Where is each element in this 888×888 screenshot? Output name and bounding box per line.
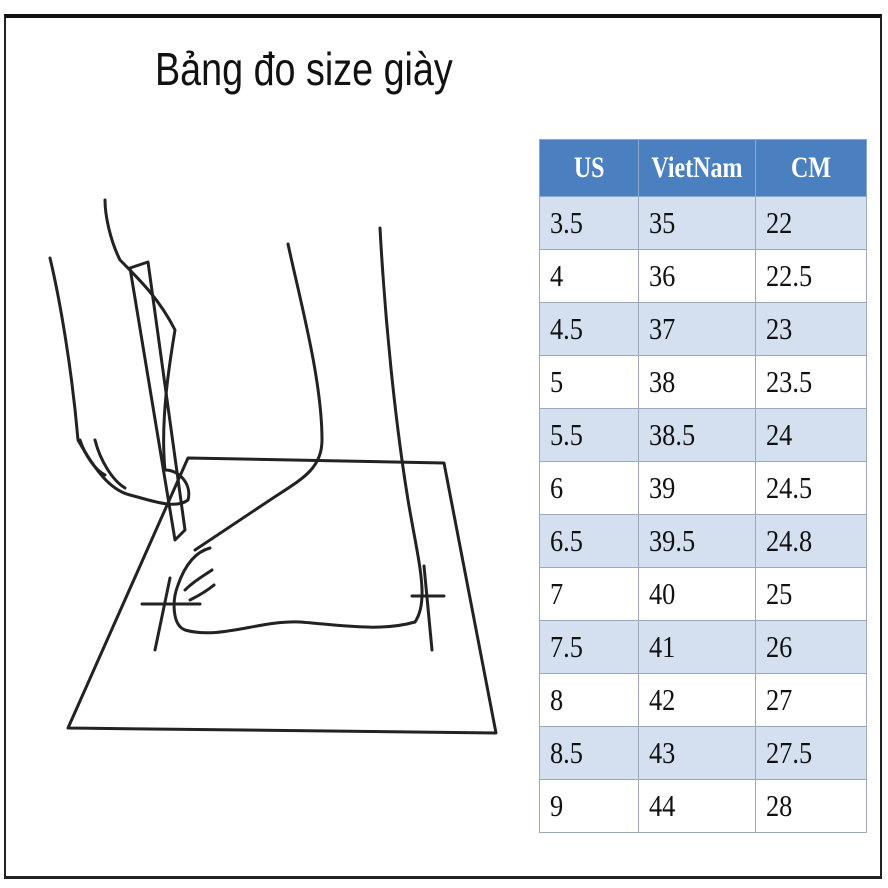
table-row: 6.5 39.5 24.8 [539,514,868,568]
table-row: 5 38 23.5 [539,355,868,409]
table-row: 5.5 38.5 24 [539,408,868,462]
cell-vietnam: 36 [638,249,756,303]
table-row: 7 40 25 [539,567,868,621]
cell-vietnam: 40 [638,567,756,621]
cell-vietnam: 43 [638,726,756,780]
cell-vietnam: 38.5 [638,408,756,462]
paper-sheet [66,456,498,735]
foot-measuring-illustration [48,198,498,735]
cell-us: 7.5 [539,620,639,674]
table-row: 3.5 35 22 [539,196,868,250]
table-row: 8 42 27 [539,673,868,727]
cell-vietnam: 39.5 [638,514,756,568]
cell-us: 8.5 [539,726,639,780]
table-row: 4.5 37 23 [539,302,868,356]
mark-line-left [140,576,202,652]
cell-cm: 27 [754,673,868,727]
cell-cm: 24 [754,408,868,462]
table-row: 8.5 43 27.5 [539,726,868,780]
cell-us: 4 [539,249,639,303]
cell-cm: 23.5 [754,355,868,409]
cell-us: 6.5 [539,514,639,568]
cell-vietnam: 38 [638,355,756,409]
cell-cm: 22 [754,196,868,250]
cell-us: 9 [539,779,639,833]
cell-us: 4.5 [539,302,639,356]
cell-cm: 24.5 [754,461,868,515]
column-header-us: US [539,139,639,197]
cell-vietnam: 37 [638,302,756,356]
cell-us: 3.5 [539,196,639,250]
table-row: 6 39 24.5 [539,461,868,515]
mark-line-right [410,564,446,652]
table-header-row: US VietNam CM [539,139,868,197]
cell-vietnam: 41 [638,620,756,674]
cell-vietnam: 35 [638,196,756,250]
cell-us: 7 [539,567,639,621]
cell-cm: 28 [754,779,868,833]
cell-cm: 22.5 [754,249,868,303]
cell-us: 8 [539,673,639,727]
hand [48,198,191,506]
cell-cm: 24.8 [754,514,868,568]
leg-outline-back [378,226,424,624]
image-frame [4,14,882,879]
column-header-vietnam: VietNam [638,139,756,197]
cell-vietnam: 39 [638,461,756,515]
cell-vietnam: 42 [638,673,756,727]
cell-cm: 23 [754,302,868,356]
table-row: 9 44 28 [539,779,868,833]
cell-vietnam: 44 [638,779,756,833]
size-table: US VietNam CM 3.5 35 22 4 36 22.5 4.5 37 23 5 38 23… [539,139,868,833]
cell-us: 5.5 [539,408,639,462]
cell-us: 5 [539,355,639,409]
page-title: Bảng đo size giày [155,43,453,95]
cell-cm: 25 [754,567,868,621]
foot-sole [172,546,417,635]
cell-cm: 26 [754,620,868,674]
fingers [78,438,127,490]
table-row: 7.5 41 26 [539,620,868,674]
table-row: 4 36 22.5 [539,249,868,303]
column-header-cm: CM [754,139,868,197]
pen [128,260,187,542]
toes [183,568,216,602]
cell-us: 6 [539,461,639,515]
cell-cm: 27.5 [754,726,868,780]
leg-outline-front [193,242,324,552]
